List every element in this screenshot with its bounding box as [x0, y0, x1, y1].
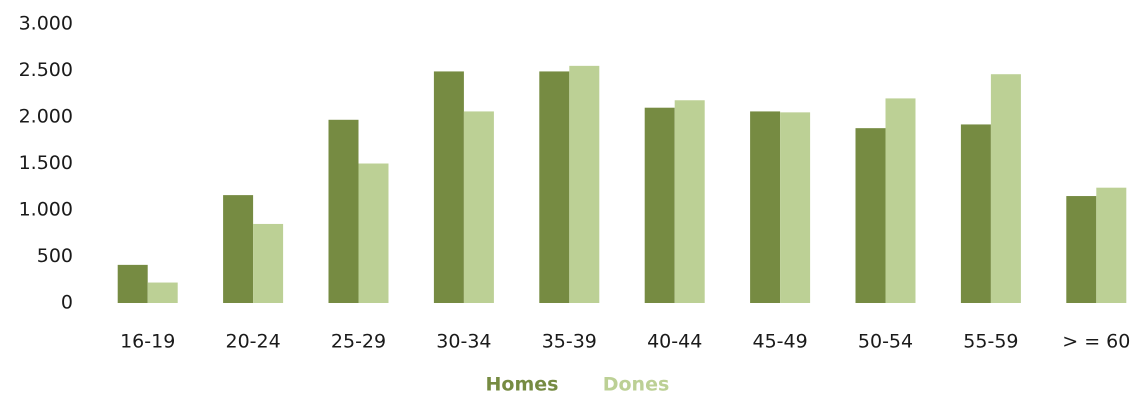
bar: [855, 128, 886, 303]
bar: [780, 112, 811, 303]
x-tick-label: 30-34: [436, 331, 491, 353]
bar: [990, 74, 1021, 303]
bar: [328, 119, 359, 303]
bar: [253, 223, 284, 303]
x-tick-label: 50-54: [858, 331, 913, 353]
bar: [147, 282, 178, 303]
y-tick-label: 1.000: [19, 199, 73, 221]
x-tick-label: > = 60: [1062, 331, 1130, 353]
legend-label: Homes: [486, 374, 559, 394]
bar: [569, 65, 600, 303]
y-tick-label: 2.500: [19, 59, 73, 81]
x-tick-label: 35-39: [542, 331, 597, 353]
x-tick-label: 45-49: [752, 331, 807, 353]
y-tick-label: 0: [61, 292, 73, 314]
y-tick-label: 500: [37, 245, 73, 267]
bar: [674, 100, 705, 303]
x-tick-label: 55-59: [963, 331, 1018, 353]
bar: [223, 195, 254, 303]
bar: [1096, 187, 1127, 303]
x-tick-label: 20-24: [225, 331, 280, 353]
x-tick-label: 16-19: [120, 331, 175, 353]
bar: [885, 98, 916, 304]
y-tick-label: 2.000: [19, 106, 73, 128]
bar: [117, 264, 148, 303]
x-tick-label: 40-44: [647, 331, 702, 353]
bar: [960, 124, 991, 303]
bar: [463, 111, 494, 303]
bar: [1066, 196, 1097, 303]
bar: [539, 71, 570, 304]
bar: [750, 111, 781, 303]
y-tick-label: 1.500: [19, 152, 73, 174]
y-tick-label: 3.000: [19, 13, 73, 35]
legend-label: Dones: [603, 374, 670, 394]
bar: [644, 107, 675, 303]
bar: [358, 163, 389, 303]
bar: [433, 71, 464, 304]
x-tick-label: 25-29: [331, 331, 386, 353]
